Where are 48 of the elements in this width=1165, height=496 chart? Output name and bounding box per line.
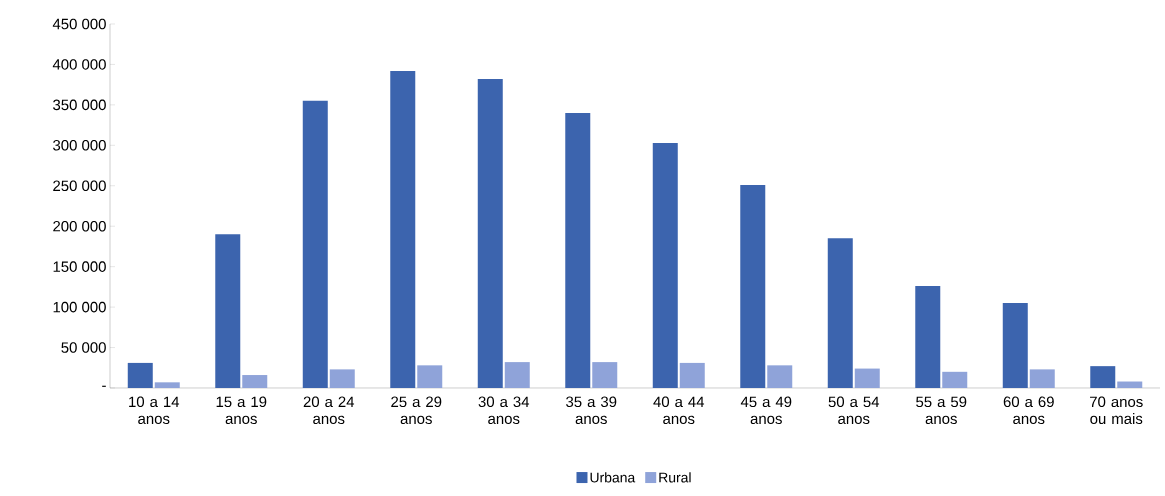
y-tick-label: 100 000	[53, 301, 106, 313]
bar	[1002, 303, 1028, 388]
bar	[740, 184, 766, 388]
bar	[592, 362, 618, 388]
bar	[652, 142, 678, 388]
bar	[154, 382, 180, 388]
bar	[504, 362, 530, 388]
x-tick-label: 25 a 29 anos	[391, 396, 442, 425]
bar	[417, 365, 443, 388]
bar	[565, 112, 591, 388]
bar	[1029, 369, 1055, 388]
bar	[215, 234, 241, 388]
y-tick-label: 150 000	[53, 261, 106, 272]
y-tick-label: 350 000	[53, 99, 106, 111]
x-tick-label: 50 a 54 anos	[828, 396, 880, 425]
x-tick-label: 10 a 14 anos	[129, 396, 180, 425]
x-tick-label: 15 a 19 anos	[216, 396, 267, 425]
x-tick-label: 40 a 44 anos	[653, 396, 705, 425]
bar	[915, 286, 941, 388]
y-tick-label: 250 000	[53, 180, 106, 192]
bar	[827, 238, 853, 388]
bar	[127, 362, 153, 388]
y-tick-label: 50 000	[61, 342, 106, 353]
bar	[1090, 366, 1116, 388]
x-tick-label: 20 a 24 anos	[303, 396, 355, 425]
legend-label: Urbana	[590, 472, 636, 483]
bar	[477, 78, 503, 388]
y-tick-label: 200 000	[53, 220, 106, 232]
bar	[242, 375, 268, 388]
bar	[302, 100, 328, 388]
y-tick-label: 450 000	[52, 18, 106, 30]
bar	[767, 365, 793, 388]
y-tick-label: 400 000	[52, 59, 106, 70]
x-tick-label: 55 a 59 anos	[916, 396, 967, 425]
bar	[679, 362, 705, 388]
bar	[854, 368, 880, 388]
legend-label: Rural	[659, 472, 691, 483]
bar	[942, 371, 968, 388]
bar	[329, 369, 355, 388]
x-tick-label: 45 a 49 anos	[740, 396, 792, 425]
bar	[390, 70, 416, 388]
x-tick-label: 30 a 34 anos	[478, 396, 530, 425]
x-tick-label: 35 a 39 anos	[566, 396, 617, 425]
x-tick-label: 60 a 69 anos	[1003, 396, 1054, 425]
y-tick-label: 300 000	[53, 140, 106, 151]
y-tick-label: -	[102, 385, 106, 387]
x-tick-label: 70 anos ou mais	[1090, 396, 1143, 425]
bar	[1117, 381, 1143, 388]
